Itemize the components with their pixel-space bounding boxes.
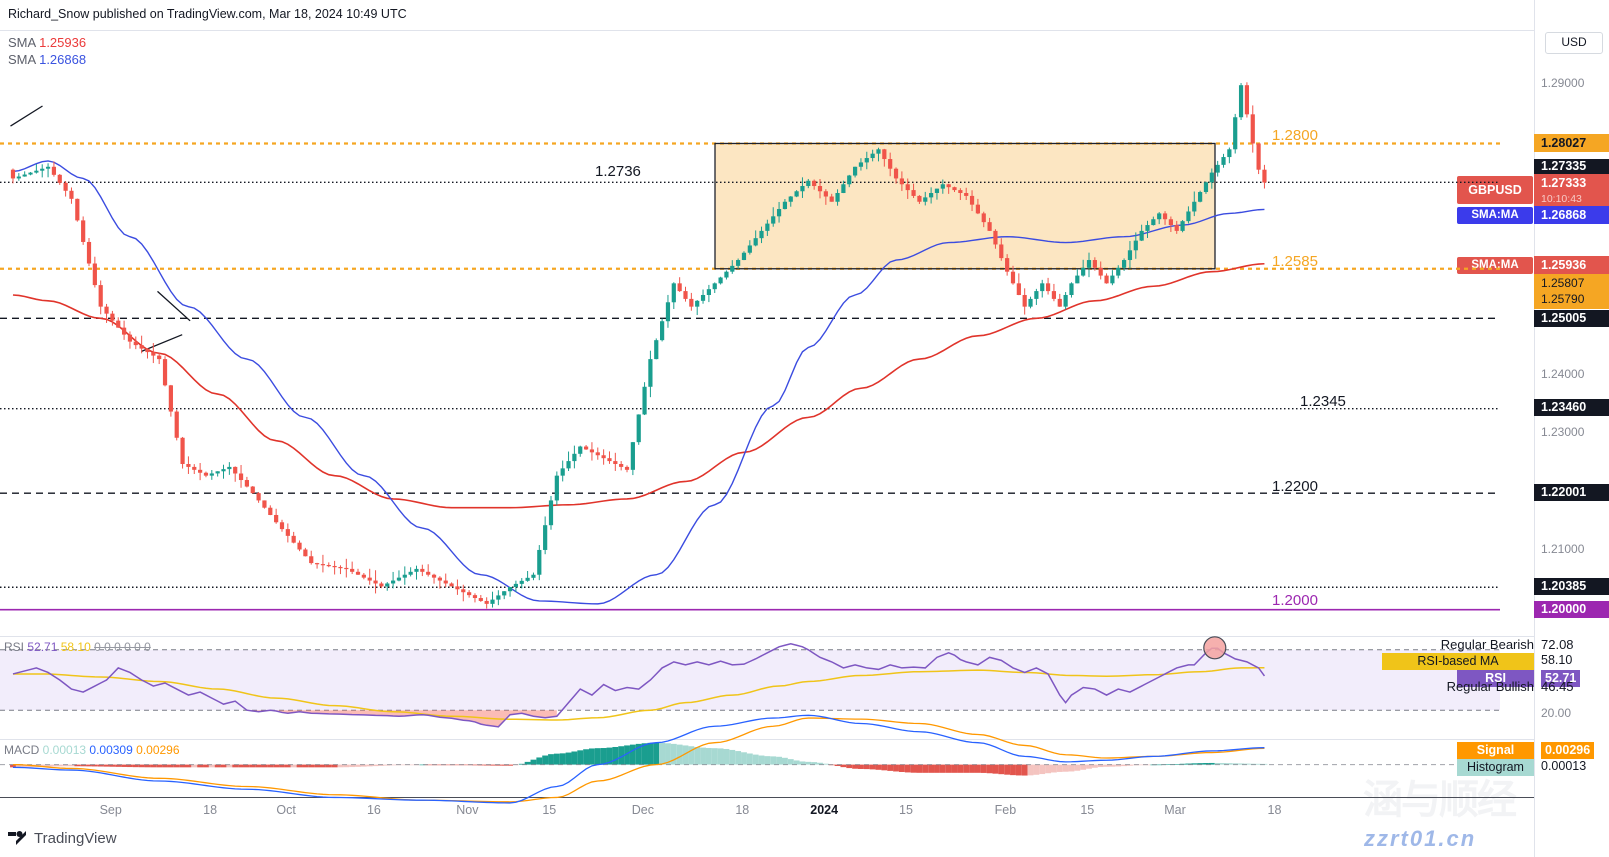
svg-text:1.2345: 1.2345 bbox=[1300, 393, 1346, 410]
svg-text:1.2800: 1.2800 bbox=[1272, 127, 1318, 144]
svg-text:1.2736: 1.2736 bbox=[595, 163, 641, 180]
svg-text:1.2000: 1.2000 bbox=[1272, 592, 1318, 609]
svg-text:1.2585: 1.2585 bbox=[1272, 253, 1318, 270]
